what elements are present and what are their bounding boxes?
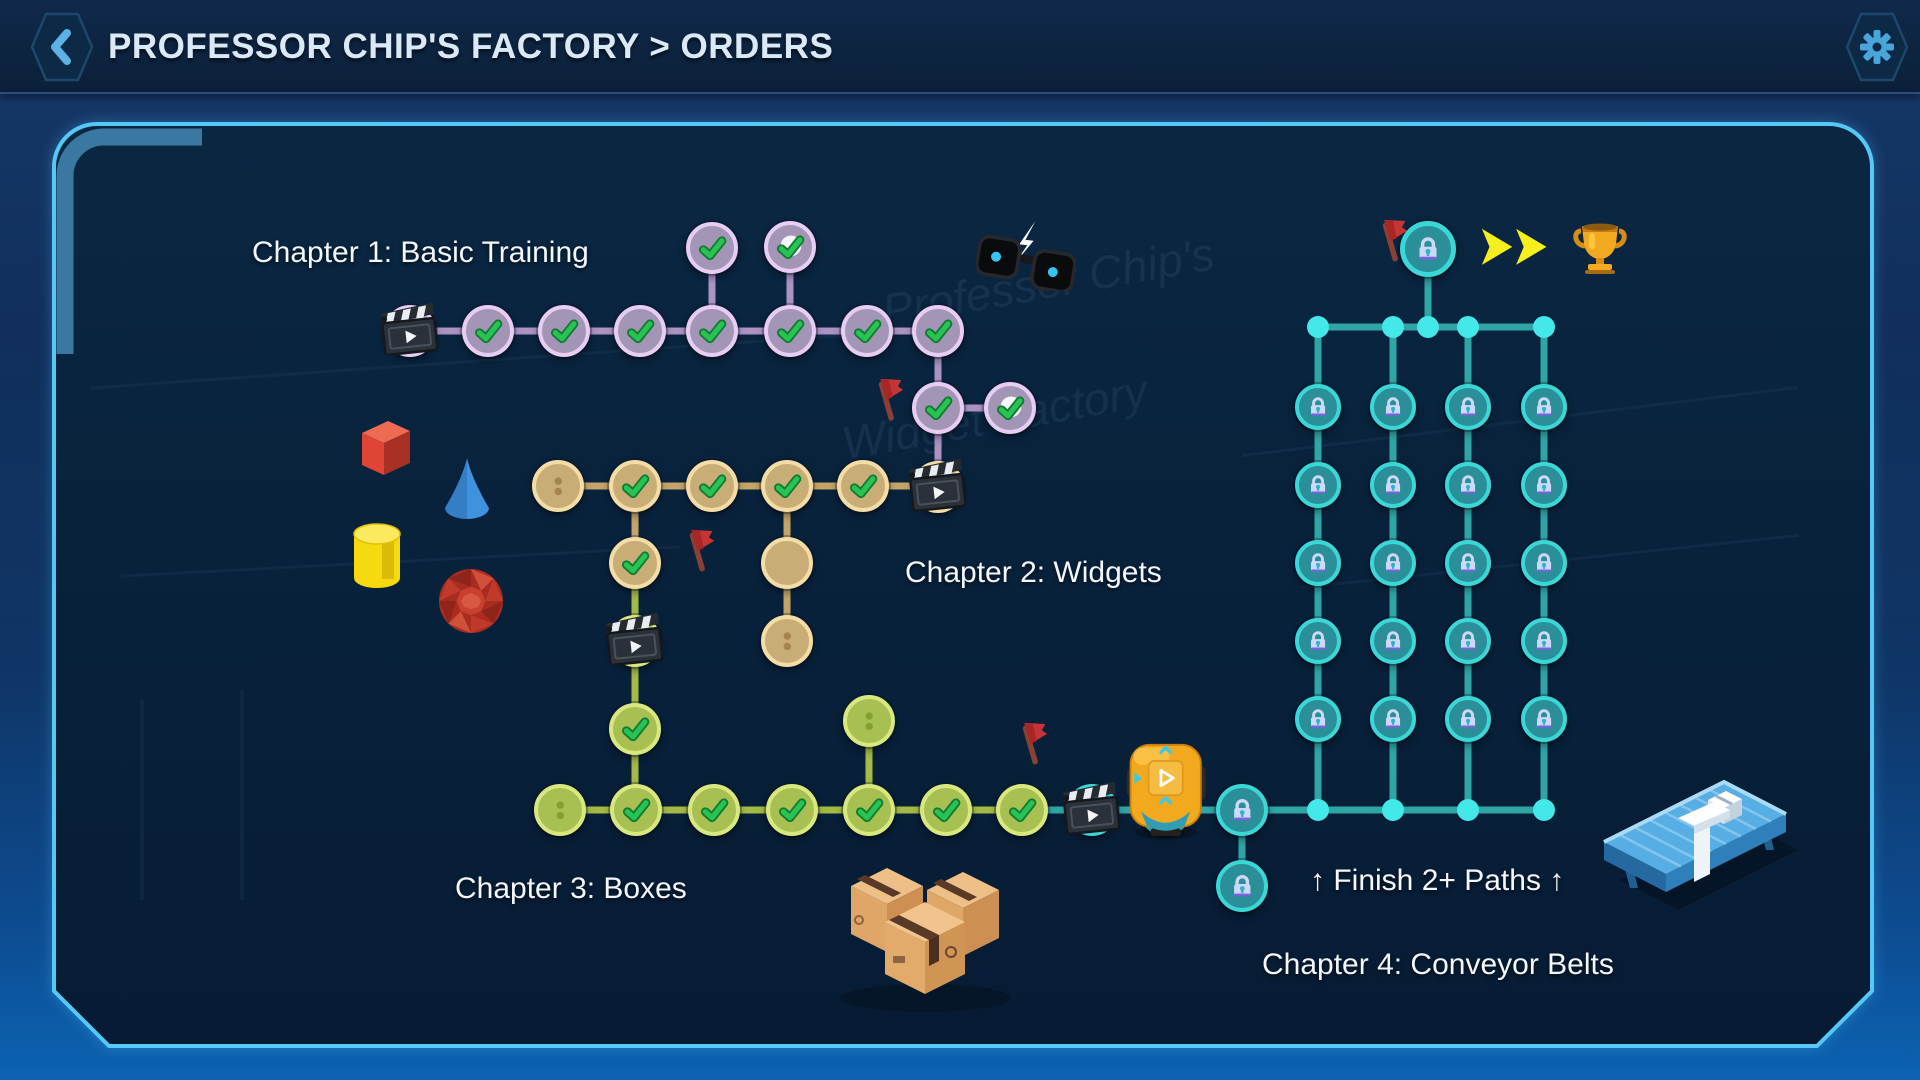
- chapter2-intro-node[interactable]: [912, 461, 964, 513]
- locked-level-node[interactable]: [1445, 462, 1491, 508]
- cardboard-boxes-art: [825, 860, 1025, 1016]
- chevron-left-icon: [51, 29, 71, 65]
- c3-level-node-28[interactable]: [920, 784, 972, 836]
- locked-level-node[interactable]: [1370, 384, 1416, 430]
- chapter4-label: Chapter 4: Conveyor Belts: [1262, 948, 1614, 981]
- locked-level-node[interactable]: [1521, 462, 1567, 508]
- locked-level-node[interactable]: [1370, 618, 1416, 664]
- c2-level-node-13[interactable]: [609, 460, 661, 512]
- chapter4-gate-lock[interactable]: [1216, 784, 1268, 836]
- flag-chapter3: [1008, 717, 1052, 769]
- chapter2-label: Chapter 2: Widgets: [905, 556, 1162, 589]
- flag-chapter1: [864, 373, 908, 425]
- c1-level-node-7[interactable]: [912, 305, 964, 357]
- chapter3-label: Chapter 3: Boxes: [455, 872, 687, 905]
- locked-level-node[interactable]: [1295, 462, 1341, 508]
- locked-level-node[interactable]: [1295, 618, 1341, 664]
- red-geosphere-shape: [436, 566, 506, 636]
- header-bar: PROFESSOR CHIP'S FACTORY > ORDERS: [0, 0, 1920, 94]
- c3-level-node-30[interactable]: [843, 695, 895, 747]
- c3-level-node-23[interactable]: [534, 784, 586, 836]
- locked-level-node[interactable]: [1521, 384, 1567, 430]
- c3-level-node-22[interactable]: [609, 703, 661, 755]
- c3-level-node-24[interactable]: [610, 784, 662, 836]
- page-title: PROFESSOR CHIP'S FACTORY > ORDERS: [108, 27, 834, 66]
- finish-paths-label: ↑ Finish 2+ Paths ↑: [1310, 864, 1565, 897]
- robot-glasses-icon: [976, 221, 1077, 291]
- c3-level-node-25[interactable]: [688, 784, 740, 836]
- c2-level-node-18[interactable]: [609, 537, 661, 589]
- locked-level-node[interactable]: [1521, 696, 1567, 742]
- locked-level-node[interactable]: [1521, 618, 1567, 664]
- locked-level-node[interactable]: [1445, 384, 1491, 430]
- chapter3-intro-node[interactable]: [609, 615, 661, 667]
- c1-level-node-9[interactable]: [764, 221, 816, 273]
- panel-corner-accent: [56, 128, 202, 354]
- map-panel: [52, 122, 1874, 1048]
- c2-level-node-20[interactable]: [761, 615, 813, 667]
- back-button[interactable]: [30, 12, 94, 82]
- c1-level-node-1[interactable]: [462, 305, 514, 357]
- locked-level-node[interactable]: [1295, 384, 1341, 430]
- c3-level-node-29[interactable]: [996, 784, 1048, 836]
- locked-level-node[interactable]: [1295, 540, 1341, 586]
- c2-level-node-14[interactable]: [686, 460, 738, 512]
- c1-level-node-4[interactable]: [686, 305, 738, 357]
- chapter4-intro-node[interactable]: [1066, 784, 1118, 836]
- settings-button[interactable]: [1845, 12, 1909, 82]
- yellow-cylinder-shape: [350, 522, 404, 590]
- chapter1-intro-node[interactable]: [384, 305, 436, 357]
- flag-chapter2: [675, 524, 719, 576]
- c1-level-node-3[interactable]: [614, 305, 666, 357]
- chapter1-label: Chapter 1: Basic Training: [252, 236, 589, 269]
- locked-level-node[interactable]: [1445, 540, 1491, 586]
- locked-level-node[interactable]: [1370, 540, 1416, 586]
- c3-level-node-26[interactable]: [766, 784, 818, 836]
- c2-level-node-16[interactable]: [837, 460, 889, 512]
- chapter4-goal-lock[interactable]: [1400, 221, 1456, 277]
- bonus-path-lock[interactable]: [1216, 860, 1268, 912]
- c1-level-node-6[interactable]: [841, 305, 893, 357]
- c1-level-node-5[interactable]: [764, 305, 816, 357]
- c1-level-node-10[interactable]: [912, 382, 964, 434]
- robot-node[interactable]: [1139, 784, 1191, 836]
- c2-level-node-15[interactable]: [761, 460, 813, 512]
- c1-level-node-8[interactable]: [686, 222, 738, 274]
- fast-forward-icon: [1480, 225, 1552, 269]
- locked-level-node[interactable]: [1295, 696, 1341, 742]
- c1-level-node-2[interactable]: [538, 305, 590, 357]
- locked-level-node[interactable]: [1370, 696, 1416, 742]
- red-cube-shape: [354, 417, 414, 481]
- locked-level-node[interactable]: [1370, 462, 1416, 508]
- locked-level-node[interactable]: [1445, 618, 1491, 664]
- locked-level-node[interactable]: [1521, 540, 1567, 586]
- conveyor-belt-art: [1590, 758, 1810, 914]
- locked-level-node[interactable]: [1445, 696, 1491, 742]
- c2-level-node-12[interactable]: [532, 460, 584, 512]
- gear-icon: [1860, 30, 1894, 64]
- c2-level-node-19[interactable]: [761, 537, 813, 589]
- trophy-icon: [1572, 219, 1628, 275]
- c3-level-node-27[interactable]: [843, 784, 895, 836]
- c1-level-node-11[interactable]: [984, 382, 1036, 434]
- blue-cone-shape: [439, 454, 495, 524]
